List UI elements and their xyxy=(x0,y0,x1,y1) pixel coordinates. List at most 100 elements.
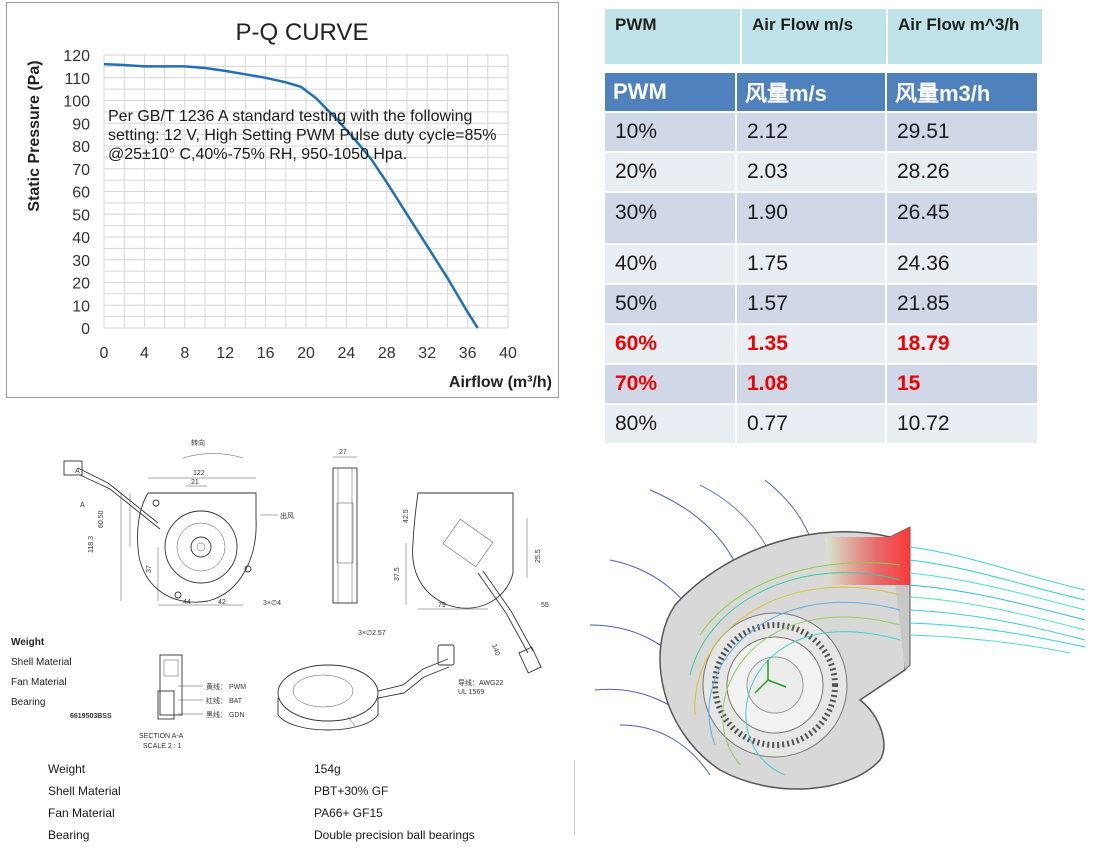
y-tick-label: 60 xyxy=(72,185,90,202)
pq-curve-line xyxy=(103,62,479,329)
spec-row: Weight 154g xyxy=(30,758,575,780)
y-tick-label: 100 xyxy=(63,94,90,111)
chart-series xyxy=(103,62,479,329)
cell-ms: 1.57 xyxy=(736,284,887,325)
cell-ms: 0.77 xyxy=(736,404,887,445)
iso-view: 导线：AWG22 UL 1569 xyxy=(277,644,503,731)
fan-housing xyxy=(659,526,911,790)
cell-m3h: 26.45 xyxy=(886,192,1037,245)
x-tick-label: 4 xyxy=(140,345,149,362)
x-tick-label: 40 xyxy=(499,345,517,362)
x-tick-label: 12 xyxy=(216,345,234,362)
y-tick-label: 120 xyxy=(63,48,90,65)
rotation-label: 转向 xyxy=(191,438,205,447)
dim-118-3: 118.3 xyxy=(88,536,95,553)
cell-pwm: 30% xyxy=(605,192,737,245)
front-view: 转向 122 21 60.50 118.3 37 44 42 3×∅4 出风 A… xyxy=(63,438,294,607)
y-axis-label: Static Pressure (Pa) xyxy=(26,60,43,211)
y-tick-label: 50 xyxy=(72,207,90,224)
spec-value: Double precision ball bearings xyxy=(314,828,475,842)
outlet-streamlines xyxy=(909,546,1086,654)
dim-42: 42 xyxy=(218,599,226,606)
y-tick-label: 70 xyxy=(72,162,90,179)
pwm-table: PWM 风量m/s 风量m3/h 10% 2.12 29.51 20% 2.03 28.… xyxy=(605,73,1037,445)
y-tick-label: 0 xyxy=(81,321,90,338)
dim-37-5: 37.5 xyxy=(394,567,401,581)
cell-pwm: 50% xyxy=(605,284,737,325)
dim-37: 37 xyxy=(146,565,153,573)
dim-21: 21 xyxy=(191,479,199,486)
chart-annotation: Per GB/T 1236 A standard testing with th… xyxy=(108,108,497,163)
cell-m3h: 24.36 xyxy=(886,244,1037,285)
y-tick-label: 20 xyxy=(72,276,90,293)
x-tick-label: 0 xyxy=(100,345,109,362)
x-tick-label: 16 xyxy=(257,345,275,362)
cell-pwm: 70% xyxy=(605,364,737,405)
cell-m3h: 10.72 xyxy=(886,404,1037,445)
cell-pwm: 80% xyxy=(605,404,737,445)
cell-m3h: 28.26 xyxy=(886,152,1037,193)
outlet-section xyxy=(825,527,910,585)
y-tick-label: 90 xyxy=(72,116,90,133)
cell-pwm: 40% xyxy=(605,244,737,285)
cell-pwm: 10% xyxy=(605,112,737,153)
part-number: 6619503BSS xyxy=(70,713,112,720)
dim-122: 122 xyxy=(193,470,205,477)
y-tick-labels: 0 10 20 30 40 50 60 70 80 90 100 110 120 xyxy=(63,48,90,338)
cell-m3h: 21.85 xyxy=(886,284,1037,325)
axis-triad xyxy=(754,660,787,694)
table-row: 10% 2.12 29.51 xyxy=(605,112,1037,153)
header-cell-pwm: PWM xyxy=(605,9,742,64)
dim-140: 140 xyxy=(490,643,501,656)
table-row: 20% 2.03 28.26 xyxy=(605,152,1037,193)
table-row-highlight: 70% 1.08 15 xyxy=(605,364,1037,405)
spec-value: PA66+ GF15 xyxy=(314,806,383,820)
cell-ms: 1.08 xyxy=(736,364,887,405)
cell-ms: 1.35 xyxy=(736,324,887,365)
side-label-weight: Weight xyxy=(11,637,45,648)
x-tick-label: 8 xyxy=(180,345,189,362)
x-axis-label: Airflow (m³/h) xyxy=(449,374,552,391)
section-scale: SCALE 2 : 1 xyxy=(143,743,182,750)
cell-m3h: 18.79 xyxy=(886,324,1037,365)
dim-25-5: 25.5 xyxy=(535,549,542,563)
wire-bat: 红线： BAT xyxy=(206,696,243,705)
internal-streamlines xyxy=(689,562,901,776)
side-label-fan: Fan Material xyxy=(11,677,67,688)
spec-divider xyxy=(574,760,575,835)
dim-44: 44 xyxy=(183,599,191,606)
section-view: 黄线： PWM 红线： BAT 黑线： GDN 6619503BSS SECTI… xyxy=(70,654,246,750)
side-view: 27 xyxy=(332,449,358,604)
table-row: 50% 1.57 21.85 xyxy=(605,284,1037,325)
cell-ms: 2.03 xyxy=(736,152,887,193)
header-cell-air-flow-ms: Air Flow m/s xyxy=(741,9,888,64)
dim-27: 27 xyxy=(339,449,347,456)
spec-row: Bearing Double precision ball bearings xyxy=(30,824,575,846)
header-row: PWM Air Flow m/s Air Flow m^3/h xyxy=(605,9,1042,64)
chart-title: P-Q CURVE xyxy=(236,19,369,46)
spec-key: Shell Material xyxy=(48,784,121,798)
table-row: 80% 0.77 10.72 xyxy=(605,404,1037,445)
cell-m3h: 29.51 xyxy=(886,112,1037,153)
y-tick-label: 30 xyxy=(72,253,90,270)
table-row: 30% 1.90 26.45 xyxy=(605,192,1037,245)
dim-3-phi-2-57: 3×∅2.57 xyxy=(358,630,386,637)
outlet-label: 出风 xyxy=(280,511,294,520)
section-mark-a2: A xyxy=(80,502,85,509)
cell-ms: 1.75 xyxy=(736,244,887,285)
wire-spec-ul: UL 1569 xyxy=(458,689,484,696)
dim-42-5: 42.5 xyxy=(403,509,410,523)
x-tick-label: 20 xyxy=(297,345,315,362)
col-header-pwm: PWM xyxy=(605,73,737,113)
spec-row: Fan Material PA66+ GF15 xyxy=(30,802,575,824)
col-header-ms: 风量m/s xyxy=(736,73,887,113)
cell-m3h: 15 xyxy=(886,364,1037,405)
wire-gdn: 黑线： GDN xyxy=(206,710,245,719)
x-tick-label: 36 xyxy=(459,345,477,362)
y-tick-label: 40 xyxy=(72,230,90,247)
side-label-bearing: Bearing xyxy=(11,697,46,708)
x-tick-labels: 0 4 8 12 16 20 24 28 32 36 40 xyxy=(100,345,517,362)
cell-pwm: 20% xyxy=(605,152,737,193)
spec-value: 154g xyxy=(314,762,341,776)
